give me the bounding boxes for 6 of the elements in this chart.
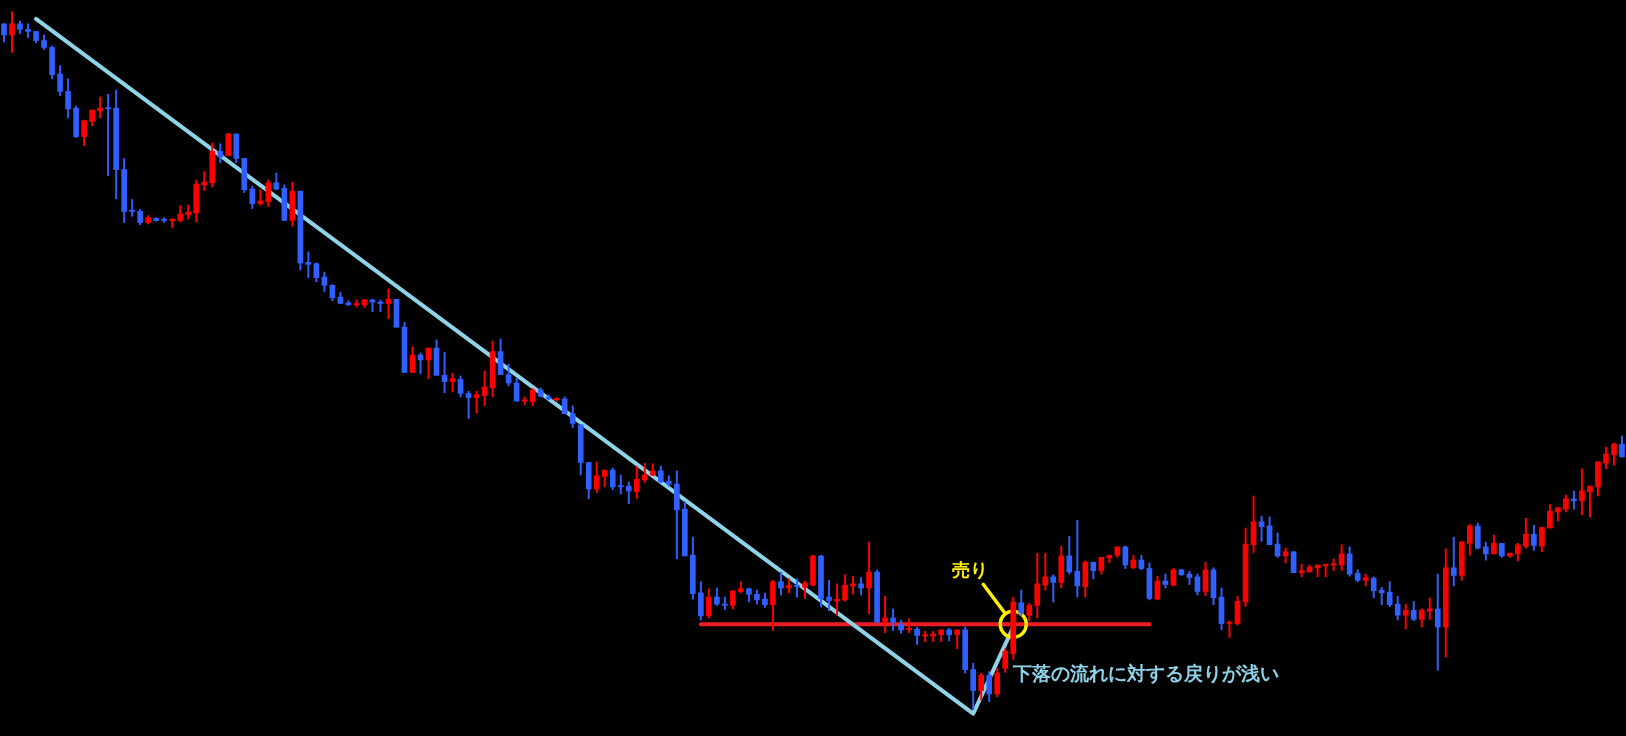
candlestick — [105, 93, 111, 177]
candlestick — [906, 618, 912, 633]
candlestick — [129, 199, 135, 217]
annotation: 下落の流れに対する戻りが浅い — [1012, 661, 1279, 684]
text: 売り — [952, 558, 989, 580]
candlestick — [834, 583, 840, 616]
